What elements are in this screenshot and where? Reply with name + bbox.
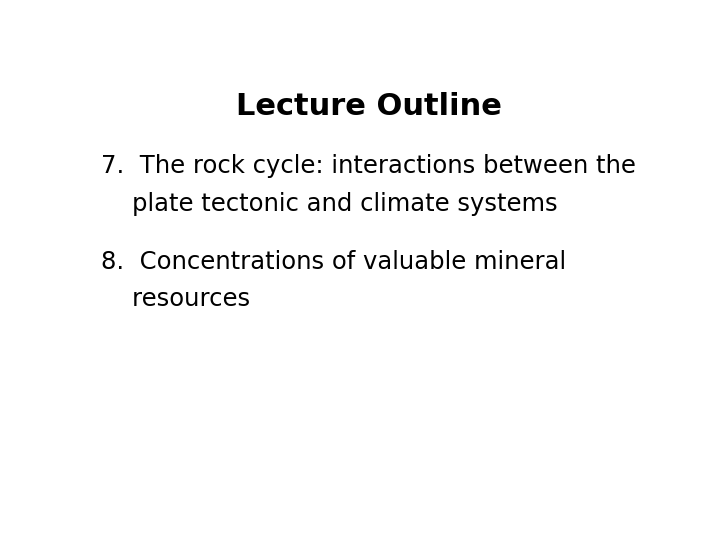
Text: 7.  The rock cycle: interactions between the: 7. The rock cycle: interactions between … (101, 154, 636, 178)
Text: 8.  Concentrations of valuable mineral: 8. Concentrations of valuable mineral (101, 250, 567, 274)
Text: Lecture Outline: Lecture Outline (236, 92, 502, 121)
Text: plate tectonic and climate systems: plate tectonic and climate systems (101, 192, 558, 215)
Text: resources: resources (101, 287, 251, 311)
